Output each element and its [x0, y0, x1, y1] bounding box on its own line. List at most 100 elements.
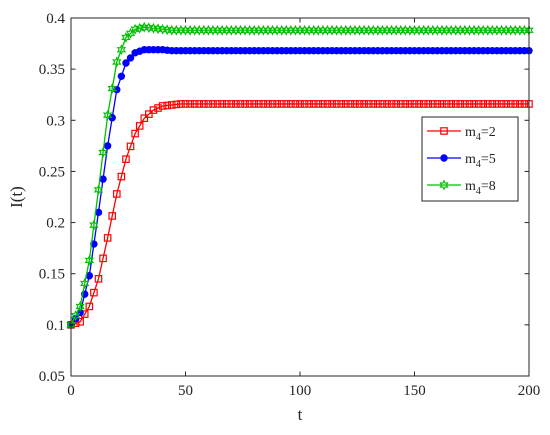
legend: m4=2m4=5m4=8	[421, 116, 519, 202]
data-point-marker	[319, 100, 327, 108]
data-point-marker	[186, 100, 194, 108]
data-point-marker	[268, 100, 277, 108]
data-point-marker	[122, 59, 130, 67]
data-point-marker	[401, 100, 410, 108]
x-tick-label: 150	[403, 383, 426, 399]
data-point-marker	[511, 100, 520, 108]
data-point-marker	[99, 175, 107, 183]
data-point-marker	[483, 100, 492, 108]
data-point-marker	[131, 129, 139, 138]
data-point-marker	[204, 100, 213, 108]
y-tick-label: 0.1	[46, 318, 65, 334]
data-point-marker	[134, 22, 145, 34]
data-point-marker	[107, 83, 117, 95]
data-point-marker	[79, 277, 90, 289]
data-point-marker	[117, 72, 126, 81]
data-point-marker	[470, 100, 478, 108]
data-point-marker	[84, 254, 95, 266]
legend-label-suffix: =2	[481, 125, 496, 140]
data-point-marker	[126, 54, 135, 62]
data-point-marker	[140, 114, 149, 123]
y-tick-label: 0.4	[46, 11, 65, 27]
data-point-marker	[130, 23, 140, 35]
data-point-marker	[213, 100, 222, 108]
data-point-marker	[163, 101, 171, 110]
data-point-marker	[200, 100, 208, 108]
data-point-marker	[332, 100, 341, 108]
legend-label: m4=5	[465, 152, 496, 170]
data-point-marker	[451, 100, 460, 108]
data-point-marker	[85, 302, 94, 311]
data-point-marker	[296, 100, 304, 108]
data-point-marker	[282, 100, 291, 108]
data-point-marker	[355, 100, 364, 108]
y-tick-label: 0.2	[46, 216, 65, 232]
data-point-marker	[149, 106, 158, 114]
legend-label: m4=2	[465, 125, 496, 143]
legend-label-suffix: =8	[481, 179, 496, 194]
data-point-marker	[218, 100, 226, 108]
data-point-marker	[236, 100, 245, 108]
data-point-marker	[145, 110, 153, 118]
data-point-marker	[209, 100, 217, 108]
data-point-marker	[461, 100, 469, 108]
data-point-marker	[277, 100, 286, 108]
legend-label-subscript: 4	[476, 132, 481, 143]
data-point-marker	[406, 100, 414, 108]
data-point-marker	[250, 100, 259, 108]
data-point-marker	[419, 100, 428, 108]
data-point-marker	[314, 100, 323, 108]
data-point-marker	[126, 142, 135, 151]
data-point-marker	[70, 310, 81, 322]
data-point-marker	[465, 100, 474, 108]
data-point-marker	[112, 190, 121, 198]
legend-label-main: m	[465, 125, 476, 140]
data-point-marker	[181, 100, 190, 108]
x-axis-label: t	[298, 405, 303, 424]
data-point-marker	[378, 100, 387, 108]
data-point-marker	[116, 44, 127, 56]
x-tick-label: 200	[518, 383, 541, 399]
data-point-marker	[369, 100, 378, 108]
legend-marker	[439, 179, 449, 191]
data-point-marker	[93, 184, 104, 196]
data-point-marker	[89, 219, 99, 231]
legend-marker	[440, 154, 448, 162]
y-tick-label: 0.25	[39, 164, 65, 180]
data-point-marker	[99, 254, 107, 263]
data-point-marker	[90, 288, 98, 297]
data-point-marker	[103, 234, 112, 242]
data-point-marker	[438, 100, 446, 108]
x-axis: 0 50 100 150 200	[67, 18, 540, 399]
data-point-marker	[502, 100, 510, 108]
series-hexagram	[66, 21, 534, 331]
data-point-marker	[360, 100, 368, 108]
data-point-marker	[154, 104, 162, 112]
data-point-marker	[346, 100, 355, 108]
data-point-marker	[342, 100, 350, 108]
data-point-marker	[328, 100, 336, 108]
x-tick-label: 50	[178, 383, 193, 399]
data-point-marker	[396, 100, 405, 108]
data-point-marker	[94, 275, 103, 283]
data-point-marker	[222, 100, 231, 108]
x-tick-label: 100	[289, 383, 312, 399]
data-point-marker	[516, 100, 524, 108]
legend-label-main: m	[465, 152, 476, 167]
data-point-marker	[493, 100, 501, 108]
data-point-marker	[117, 172, 126, 181]
data-point-marker	[158, 102, 167, 110]
data-point-marker	[337, 100, 346, 108]
data-point-marker	[351, 100, 359, 108]
data-point-marker	[167, 101, 176, 109]
data-point-marker	[172, 100, 181, 109]
data-point-marker	[273, 100, 281, 108]
data-point-marker	[122, 155, 130, 163]
data-point-marker	[227, 100, 236, 108]
data-point-marker	[108, 212, 117, 220]
data-point-marker	[506, 100, 515, 108]
data-point-marker	[232, 100, 240, 108]
data-point-marker	[254, 100, 263, 108]
data-point-marker	[102, 109, 113, 121]
legend-label-main: m	[465, 179, 476, 194]
